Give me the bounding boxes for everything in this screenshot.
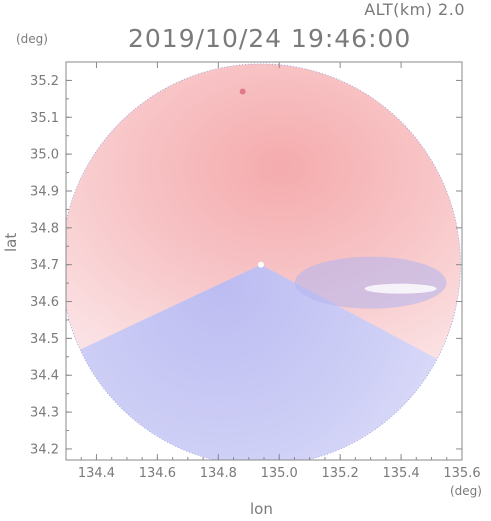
y-tick-label: 34.4: [30, 369, 59, 384]
x-tick-label: 135.6: [443, 466, 480, 481]
x-tick-label: 135.2: [322, 466, 359, 481]
y-tick-label: 34.3: [30, 406, 59, 421]
clutter-spot: [239, 88, 246, 95]
x-axis-label: lon: [250, 500, 273, 518]
datetime-title: 2019/10/24 19:46:00: [128, 24, 412, 53]
x-tick-label: 134.4: [78, 466, 115, 481]
x-axis-ticks: 134.4 134.6 134.8 135.0 135.2 135.4 135.6: [65, 62, 481, 481]
y-tick-label: 35.1: [30, 111, 59, 126]
y-axis-ticks: 35.2 35.1 35.0 34.9 34.8 34.7 34.6 34.5 34.4 34.3…: [30, 61, 462, 457]
x-tick-label: 134.6: [139, 466, 176, 481]
x-axis-unit: (deg): [450, 484, 482, 498]
y-tick-label: 34.7: [30, 258, 59, 273]
y-tick-label: 35.2: [30, 74, 59, 89]
y-axis-unit: (deg): [16, 32, 48, 46]
x-tick-label: 135.0: [261, 466, 298, 481]
echo-band: [294, 256, 447, 309]
echo-gap: [364, 283, 437, 294]
y-tick-label: 34.5: [30, 332, 59, 347]
y-tick-label: 34.9: [30, 184, 59, 199]
y-tick-label: 34.8: [30, 221, 59, 236]
altitude-label: ALT(km) 2.0: [364, 0, 465, 19]
y-tick-label: 35.0: [30, 148, 59, 163]
radar-field: [66, 63, 461, 460]
y-tick-label: 34.6: [30, 295, 59, 310]
y-tick-label: 34.2: [30, 442, 59, 457]
radar-site: [257, 261, 264, 268]
x-tick-label: 134.8: [200, 466, 237, 481]
x-tick-label: 135.4: [382, 466, 419, 481]
